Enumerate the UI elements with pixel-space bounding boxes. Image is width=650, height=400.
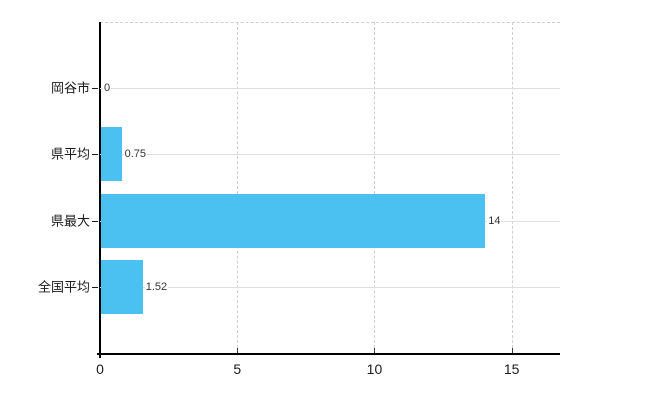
plot-area xyxy=(100,22,560,353)
x-tick-label: 5 xyxy=(233,361,242,377)
category-label: 県最大 xyxy=(50,213,90,229)
h-gridline xyxy=(100,286,560,288)
v-gridline xyxy=(237,22,239,353)
category-label: 岡谷市 xyxy=(50,80,90,96)
y-axis-line xyxy=(99,22,101,358)
x-tick-label: 0 xyxy=(96,361,104,377)
x-tick-label: 10 xyxy=(366,361,383,377)
value-label: 14 xyxy=(487,214,502,227)
bar xyxy=(101,193,486,248)
y-axis-tick xyxy=(92,88,98,90)
bar xyxy=(101,259,143,314)
x-axis-tick xyxy=(511,348,513,353)
bar xyxy=(101,127,122,182)
x-tick-label: 15 xyxy=(503,361,520,377)
h-gridline xyxy=(100,154,560,156)
v-gridline xyxy=(374,22,376,353)
value-label: 0.75 xyxy=(123,148,147,161)
y-axis-tick xyxy=(92,154,98,156)
y-axis-tick xyxy=(92,286,98,288)
value-label: 0 xyxy=(103,82,112,95)
category-label: 県平均 xyxy=(50,146,90,162)
x-axis-tick xyxy=(374,348,376,353)
category-label: 全国平均 xyxy=(37,279,90,295)
y-axis-tick xyxy=(92,220,98,222)
x-axis-tick xyxy=(237,348,239,353)
value-label: 1.52 xyxy=(144,280,169,293)
h-gridline xyxy=(100,88,560,90)
v-gridline xyxy=(511,22,513,353)
x-axis-line xyxy=(97,353,560,355)
